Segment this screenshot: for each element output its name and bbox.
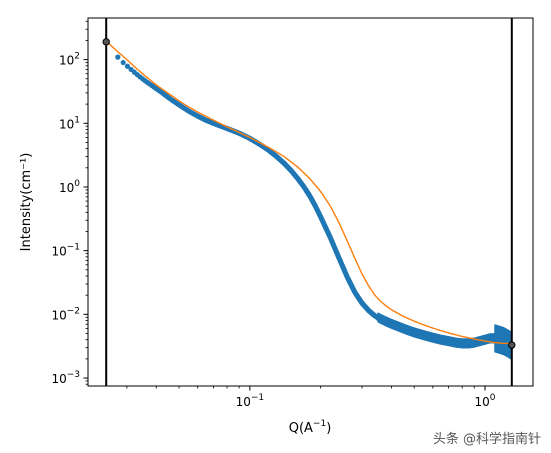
y-tick-label: 102: [59, 52, 80, 68]
plot-area: [102, 18, 516, 386]
x-axis-label: Q(A−1): [289, 419, 332, 436]
plot-frame: [87, 17, 534, 387]
data-point: [124, 63, 131, 69]
y-tick-label: 10−2: [51, 306, 80, 322]
endpoint-marker: [102, 38, 110, 46]
y-tick-label: 101: [59, 115, 80, 131]
y-tick-label: 10−1: [51, 243, 80, 259]
data-point: [120, 59, 126, 66]
y-tick-label: 10−3: [51, 370, 80, 386]
endpoint-marker: [508, 341, 516, 349]
y-tick-label: 100: [59, 179, 80, 195]
x-tick-label: 10−1: [236, 393, 265, 409]
x-tick-label: 100: [474, 393, 495, 409]
watermark-text: 头条 @科学指南针: [432, 432, 541, 447]
axis-ticks: 10−1 100 10−3 10−2 10−1 100 101 102: [51, 20, 496, 409]
y-axis-label: Intensity(cm⁻¹): [19, 153, 34, 252]
data-point: [115, 54, 121, 60]
fit-line: [105, 40, 512, 345]
